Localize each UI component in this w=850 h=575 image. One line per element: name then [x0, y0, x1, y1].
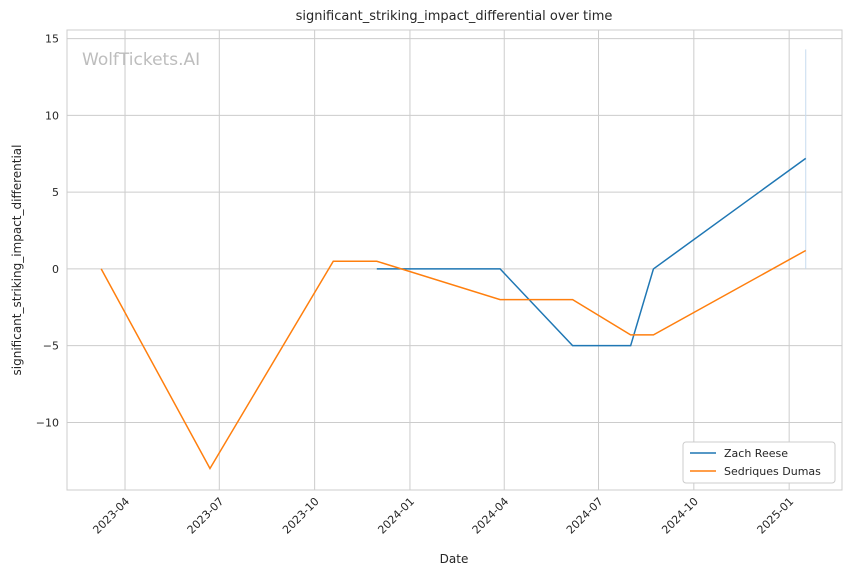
x-axis-label: Date	[440, 552, 469, 566]
y-tick-label: 10	[45, 109, 59, 122]
x-tick-label: 2025-01	[755, 495, 797, 537]
series-line-zach-reese	[376, 157, 807, 347]
series-line-sedriques-dumas	[100, 249, 807, 471]
y-tick-label: 5	[52, 186, 59, 199]
x-tick-label: 2024-10	[659, 495, 701, 537]
x-tick-label: 2024-07	[564, 495, 606, 537]
grid	[67, 30, 842, 490]
x-tick-label: 2023-07	[185, 495, 227, 537]
y-tick-label: 15	[45, 33, 59, 46]
tick-labels: 2023-04 2023-07 2023-10 2024-01 2024-04 2024-…	[36, 33, 796, 537]
x-tick-label: 2023-10	[280, 495, 322, 537]
x-tick-label: 2023-04	[90, 495, 132, 537]
y-axis-label: significant_striking_impact_differential	[10, 145, 24, 376]
chart-title: significant_striking_impact_differential…	[296, 9, 613, 24]
y-tick-label: −10	[36, 416, 59, 429]
legend-box	[682, 441, 836, 484]
x-tick-label: 2024-04	[470, 495, 512, 537]
x-tick-label: 2024-01	[375, 495, 417, 537]
y-tick-label: −5	[43, 340, 59, 353]
legend-label: Zach Reese	[724, 447, 788, 460]
plot-frame	[66, 29, 843, 491]
legend-label: Sedriques Dumas	[724, 465, 821, 478]
legend: Zach Reese Sedriques Dumas	[682, 441, 836, 484]
series-lines	[100, 49, 807, 471]
y-tick-label: 0	[52, 263, 59, 276]
watermark: WolfTickets.AI	[82, 50, 200, 70]
